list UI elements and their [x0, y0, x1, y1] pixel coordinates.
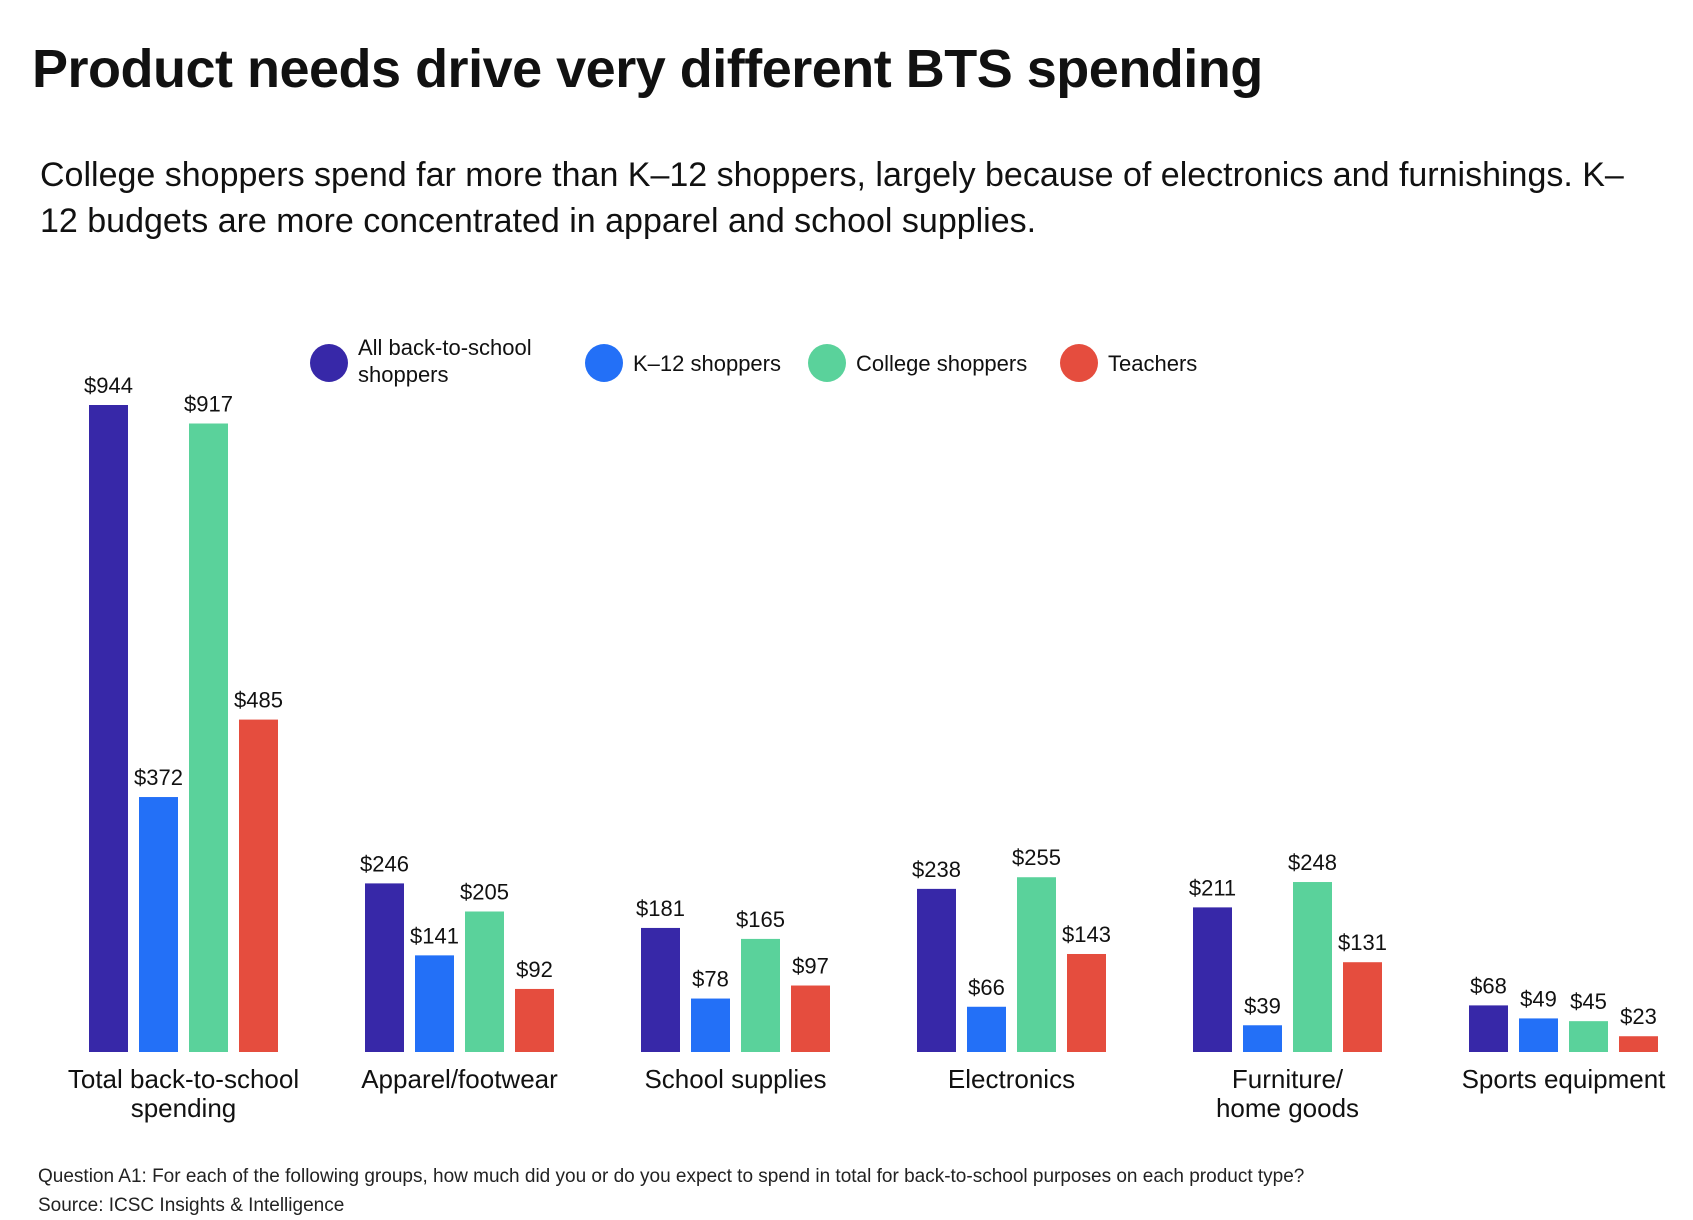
- bar: [365, 883, 404, 1052]
- bar: [741, 938, 780, 1052]
- bar: [1343, 962, 1382, 1052]
- data-label: $165: [736, 907, 785, 932]
- legend-label: All back-to-school shoppers: [358, 335, 532, 387]
- data-label: $944: [84, 373, 133, 398]
- data-label: $205: [460, 879, 509, 904]
- bar: [1017, 877, 1056, 1052]
- bar: [89, 405, 128, 1052]
- data-label: $141: [410, 923, 459, 948]
- category-label: Electronics: [948, 1064, 1075, 1094]
- data-label: $246: [360, 851, 409, 876]
- bar: [515, 988, 554, 1052]
- bar: [139, 797, 178, 1052]
- data-label: $248: [1288, 850, 1337, 875]
- data-label: $45: [1570, 989, 1607, 1014]
- data-label: $23: [1620, 1004, 1657, 1029]
- legend-label: K–12 shoppers: [633, 351, 781, 376]
- data-label: $68: [1470, 973, 1507, 998]
- bar: [791, 985, 830, 1052]
- data-label: $97: [792, 954, 829, 979]
- bar: [967, 1006, 1006, 1052]
- bar: [415, 955, 454, 1052]
- bar: [1569, 1021, 1608, 1052]
- bar: [691, 998, 730, 1052]
- legend-swatch: [310, 344, 348, 382]
- chart-title: Product needs drive very different BTS s…: [32, 39, 1263, 99]
- category-label: Apparel/footwear: [361, 1064, 558, 1094]
- data-label: $143: [1062, 922, 1111, 947]
- footnote-question: Question A1: For each of the following g…: [38, 1166, 1305, 1187]
- category-label: School supplies: [644, 1064, 826, 1094]
- bar: [1243, 1025, 1282, 1052]
- chart-subtitle: College shoppers spend far more than K–1…: [40, 156, 1624, 240]
- legend-swatch: [1060, 344, 1098, 382]
- data-label: $372: [134, 765, 183, 790]
- data-label: $78: [692, 967, 729, 992]
- data-label: $211: [1189, 875, 1236, 900]
- data-label: $255: [1012, 845, 1061, 870]
- category-label: Furniture/home goods: [1216, 1064, 1359, 1123]
- bar: [1067, 953, 1106, 1052]
- data-label: $92: [516, 957, 553, 982]
- data-label: $238: [912, 857, 961, 882]
- category-label: Total back-to-school spending: [68, 1064, 299, 1123]
- bar: [641, 927, 680, 1052]
- footnote-source: Source: ICSC Insights & Intelligence: [38, 1195, 345, 1216]
- bar-chart: $944 $372 $917 $485 Total back-to-school spen…: [68, 373, 1667, 1123]
- data-label: $49: [1520, 986, 1557, 1011]
- bar: [1519, 1018, 1558, 1052]
- bar: [189, 423, 228, 1052]
- bar: [239, 719, 278, 1052]
- bar: [917, 888, 956, 1052]
- data-label: $917: [184, 392, 233, 417]
- legend-swatch: [808, 344, 846, 382]
- bar: [1293, 882, 1332, 1052]
- legend-swatch: [585, 344, 623, 382]
- data-label: $131: [1338, 930, 1387, 955]
- data-label: $485: [234, 688, 283, 713]
- data-label: $66: [968, 975, 1005, 1000]
- bar: [1193, 907, 1232, 1052]
- category-label: Sports equipment: [1462, 1064, 1667, 1094]
- footnote: Question A1: For each of the following g…: [38, 1162, 1304, 1220]
- bar: [1619, 1036, 1658, 1052]
- data-label: $39: [1244, 993, 1281, 1018]
- data-label: $181: [636, 896, 685, 921]
- legend-label: College shoppers: [856, 351, 1028, 376]
- bar: [1469, 1005, 1508, 1052]
- legend-label: Teachers: [1108, 351, 1198, 376]
- bar: [465, 911, 504, 1052]
